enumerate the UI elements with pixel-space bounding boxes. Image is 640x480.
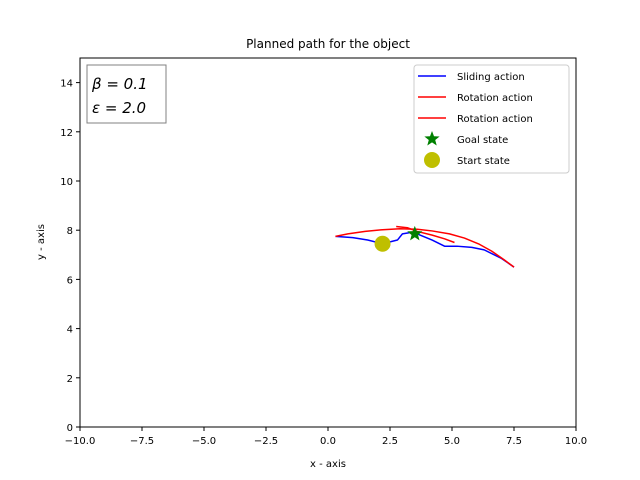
- y-tick-label: 12: [60, 128, 73, 139]
- parameter-annotation: β = 0.1 ε = 2.0: [86, 64, 167, 124]
- y-tick-label: 4: [67, 325, 73, 336]
- x-axis-ticks: −10.0 −7.5 −5.0 −2.5 0.0 2.5 5.0 7.5 10.0: [65, 427, 587, 447]
- x-tick-label: 0.0: [320, 436, 336, 447]
- legend-label-4: Start state: [457, 156, 510, 167]
- y-axis-ticks: 0 2 4 6 8 10 12 14: [60, 79, 80, 434]
- goal-state-marker: [407, 225, 423, 241]
- x-tick-label: −5.0: [192, 436, 216, 447]
- legend-label-2: Rotation action: [457, 114, 533, 125]
- annotation-box: [86, 64, 167, 124]
- y-tick-label: 6: [67, 275, 73, 286]
- y-tick-label: 10: [60, 177, 73, 188]
- y-tick-label: 2: [67, 374, 73, 385]
- legend-label-1: Rotation action: [457, 93, 533, 104]
- x-tick-label: 5.0: [444, 436, 460, 447]
- y-axis-label: y - axis: [36, 224, 47, 260]
- y-tick-label: 8: [67, 226, 73, 237]
- legend-circle-swatch: [424, 152, 440, 168]
- x-tick-label: −7.5: [130, 436, 154, 447]
- legend-label-3: Goal state: [457, 135, 508, 146]
- legend-box: [413, 64, 570, 174]
- chart-title: Planned path for the object: [246, 37, 410, 51]
- start-state-marker: [374, 235, 391, 252]
- x-tick-label: −10.0: [65, 436, 96, 447]
- legend-star-swatch: [424, 131, 440, 146]
- data-layer: [335, 225, 515, 268]
- series-line-1: [335, 227, 515, 268]
- y-tick-label: 14: [60, 79, 73, 90]
- legend-label-0: Sliding action: [457, 72, 525, 83]
- y-tick-label: 0: [67, 423, 73, 434]
- x-tick-label: 7.5: [506, 436, 522, 447]
- x-tick-label: 2.5: [382, 436, 398, 447]
- x-tick-label: −2.5: [254, 436, 278, 447]
- x-axis-label: x - axis: [310, 459, 346, 470]
- series-line-2: [396, 225, 455, 244]
- annotation-beta: β = 0.1: [91, 75, 148, 93]
- annotation-epsilon: ε = 2.0: [92, 99, 146, 117]
- legend: Sliding action Rotation action Rotation ac…: [413, 64, 570, 174]
- x-tick-label: 10.0: [565, 436, 587, 447]
